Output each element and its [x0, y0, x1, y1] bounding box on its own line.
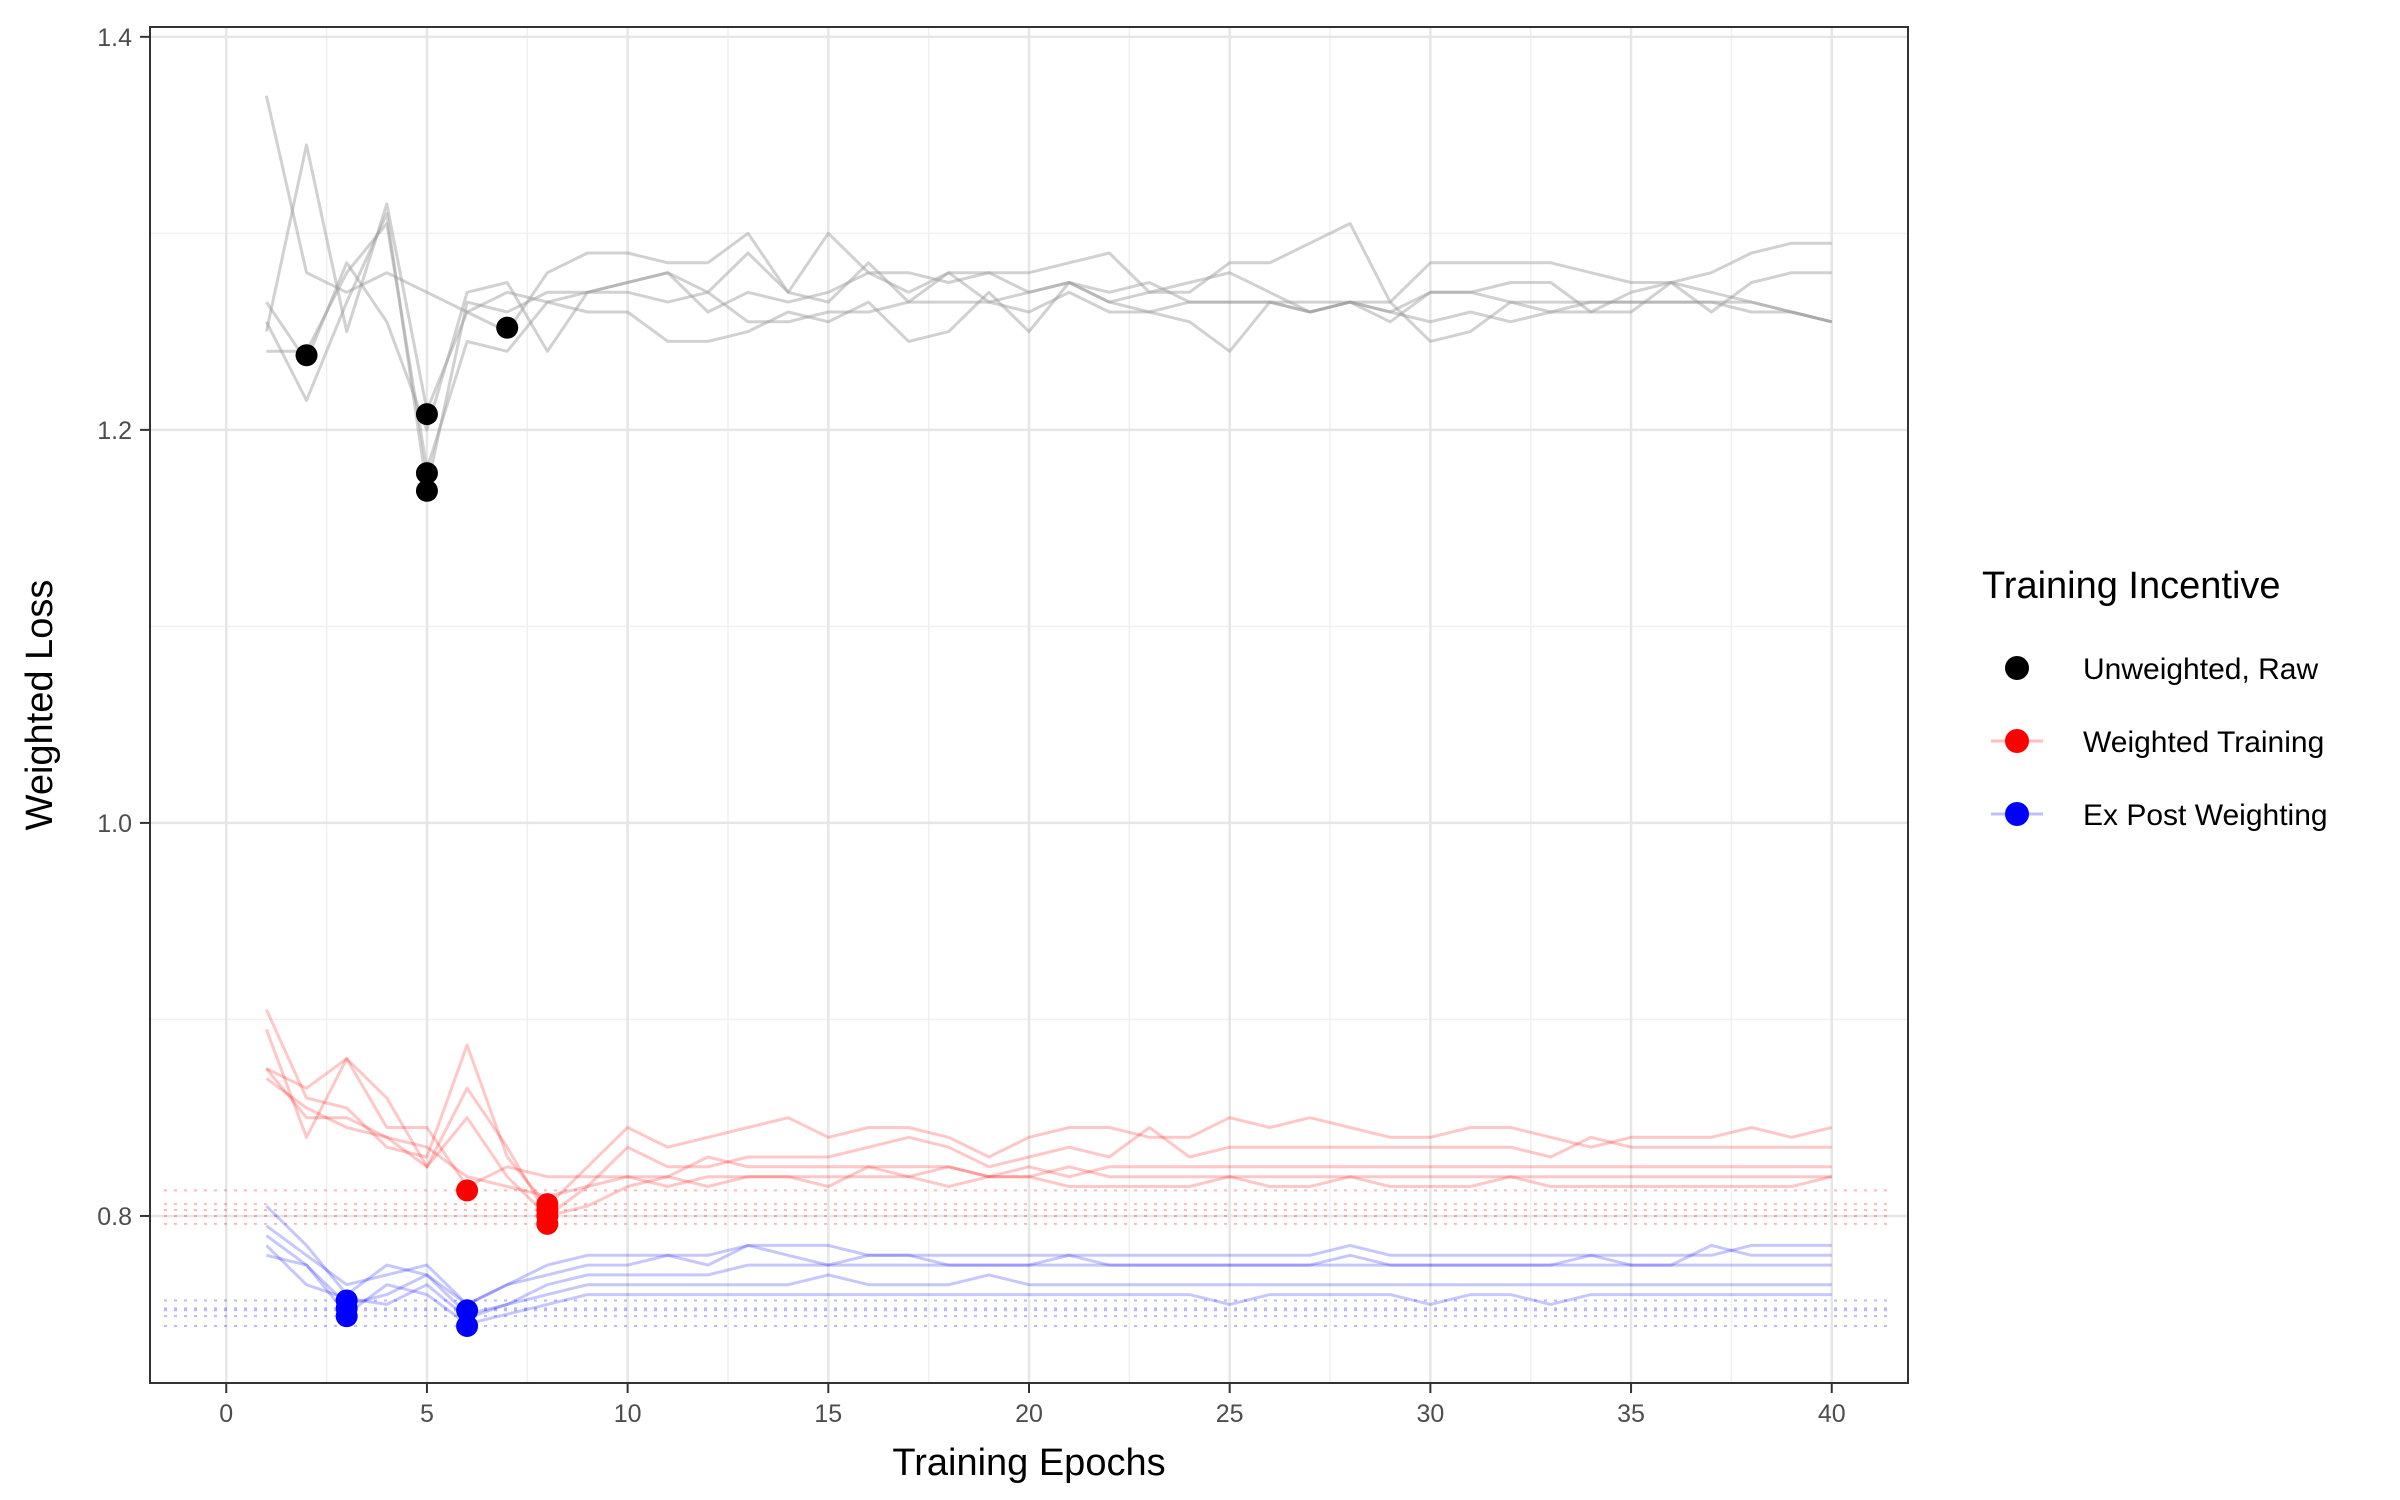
legend: Training Incentive Unweighted, Raw Weight… — [1982, 565, 2328, 832]
y-axis-title: Weighted Loss — [19, 580, 61, 831]
legend-key-point-weighted — [2005, 729, 2029, 753]
legend-title: Training Incentive — [1982, 565, 2281, 607]
legend-label-weighted: Weighted Training — [2083, 726, 2324, 759]
series-line-unweighted-3 — [265, 261, 1832, 432]
legend-key-point-unweighted — [2005, 656, 2029, 680]
series-line-weighted-5 — [265, 1077, 1832, 1198]
best-point-unweighted — [496, 316, 519, 339]
legend-key-point-expost — [2005, 802, 2029, 826]
reference-lines — [164, 1189, 1894, 1328]
series-line-weighted-3 — [265, 1067, 1833, 1218]
series-line-expost-5 — [266, 1253, 1832, 1326]
series-lines — [264, 95, 1833, 1326]
x-tick-label: 30 — [1416, 1400, 1444, 1428]
y-tick-label: 1.4 — [97, 24, 132, 52]
series-line-weighted-2 — [264, 1028, 1832, 1218]
y-axis-ticks: 0.8 1.0 1.2 1.4 — [97, 24, 150, 1231]
best-point-unweighted — [415, 462, 438, 485]
y-tick-label: 1.2 — [97, 417, 132, 445]
legend-label-unweighted: Unweighted, Raw — [2083, 653, 2318, 686]
series-line-unweighted-5 — [265, 212, 1833, 491]
x-tick-label: 35 — [1617, 1400, 1645, 1428]
best-point-expost — [456, 1299, 479, 1322]
series-line-expost-2 — [265, 1224, 1832, 1306]
x-axis-title: Training Epochs — [892, 1442, 1165, 1484]
x-tick-label: 40 — [1818, 1400, 1846, 1428]
series-line-weighted-4 — [265, 1057, 1832, 1188]
x-axis-ticks: 0 5 10 15 20 25 30 35 40 — [219, 1383, 1846, 1428]
best-point-unweighted — [415, 479, 438, 502]
legend-label-expost: Ex Post Weighting — [2083, 799, 2328, 832]
x-tick-label: 5 — [420, 1400, 434, 1428]
series-line-unweighted-1 — [264, 95, 1832, 334]
series-line-expost-1 — [265, 1205, 1832, 1306]
x-tick-label: 10 — [614, 1400, 642, 1428]
best-points — [295, 316, 559, 1338]
best-point-expost — [456, 1315, 479, 1338]
series-line-expost-3 — [265, 1234, 1832, 1316]
best-point-weighted — [456, 1179, 479, 1202]
x-tick-label: 25 — [1216, 1400, 1244, 1428]
x-tick-label: 0 — [219, 1400, 233, 1428]
best-point-weighted — [536, 1212, 559, 1235]
series-line-weighted-1 — [265, 1008, 1833, 1208]
series-line-unweighted-2 — [264, 143, 1833, 412]
best-point-unweighted — [295, 344, 318, 367]
best-point-expost — [335, 1305, 358, 1328]
series-line-unweighted-4 — [266, 222, 1833, 471]
best-point-unweighted — [415, 403, 438, 426]
x-tick-label: 15 — [814, 1400, 842, 1428]
grid — [150, 27, 1908, 1383]
x-tick-label: 20 — [1015, 1400, 1043, 1428]
series-line-expost-4 — [265, 1244, 1832, 1320]
y-tick-label: 1.0 — [97, 810, 132, 838]
y-tick-label: 0.8 — [97, 1203, 132, 1231]
